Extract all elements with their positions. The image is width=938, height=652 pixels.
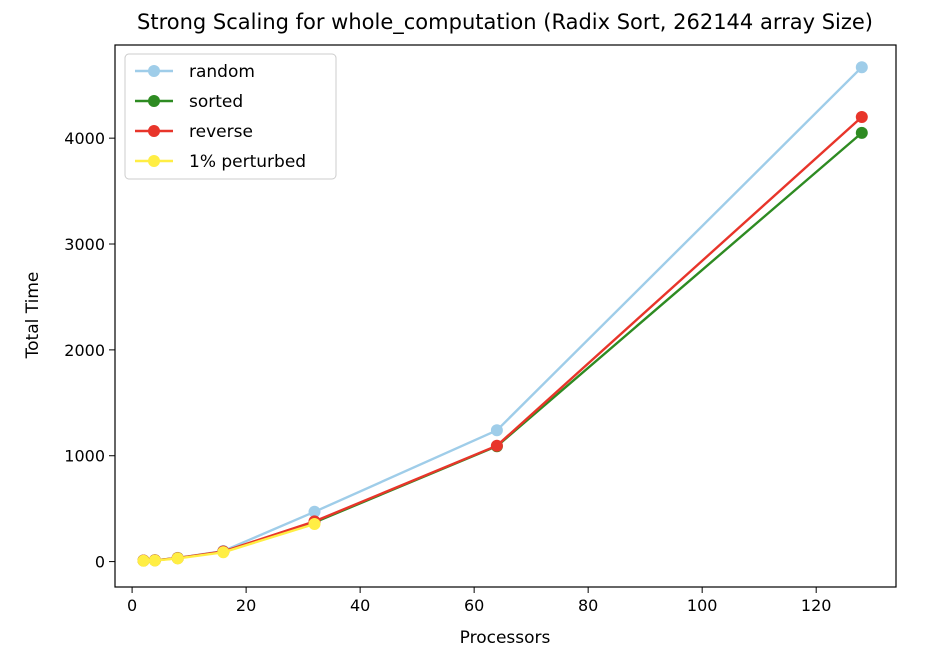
x-axis-label: Processors [460, 628, 551, 648]
legend-label: sorted [189, 92, 243, 112]
series-point-3 [171, 552, 184, 565]
x-tick-label: 20 [236, 596, 256, 615]
legend-swatch-marker [148, 155, 160, 167]
series-point-1 [855, 126, 868, 139]
legend-label: random [189, 62, 255, 82]
series-point-3 [137, 554, 150, 567]
y-tick-label: 4000 [64, 129, 105, 148]
y-tick-label: 0 [95, 553, 105, 572]
x-tick-label: 100 [687, 596, 718, 615]
x-tick-label: 80 [578, 596, 598, 615]
series-point-2 [490, 439, 503, 452]
series-point-3 [217, 546, 230, 559]
series-point-0 [308, 505, 321, 518]
legend-label: reverse [189, 122, 253, 142]
legend-label: 1% perturbed [189, 152, 306, 172]
plot-area: 0 20 40 60 80 100 120 0 1000 2000 3000 4000 [64, 44, 897, 615]
legend-swatch-marker [148, 95, 160, 107]
x-tick-label: 40 [350, 596, 370, 615]
x-tick-label: 0 [127, 596, 137, 615]
legend-swatch-marker [148, 65, 160, 77]
x-tick-label: 120 [801, 596, 832, 615]
y-tick-label: 3000 [64, 235, 105, 254]
y-axis-label: Total Time [23, 272, 43, 360]
series-point-0 [855, 61, 868, 74]
series-point-3 [308, 518, 321, 530]
chart-title: Strong Scaling for whole_computation (Ra… [137, 10, 873, 35]
series-point-2 [855, 111, 868, 123]
legend-swatch-marker [148, 125, 160, 137]
legend-box [124, 53, 337, 180]
x-tick-label: 60 [464, 596, 484, 615]
legend: random sorted reverse 1% perturbed [124, 53, 337, 180]
series-point-0 [490, 424, 503, 437]
y-tick-label: 2000 [64, 341, 105, 360]
plot-frame [114, 44, 897, 588]
series-point-3 [148, 554, 161, 567]
y-tick-label: 1000 [64, 447, 105, 466]
